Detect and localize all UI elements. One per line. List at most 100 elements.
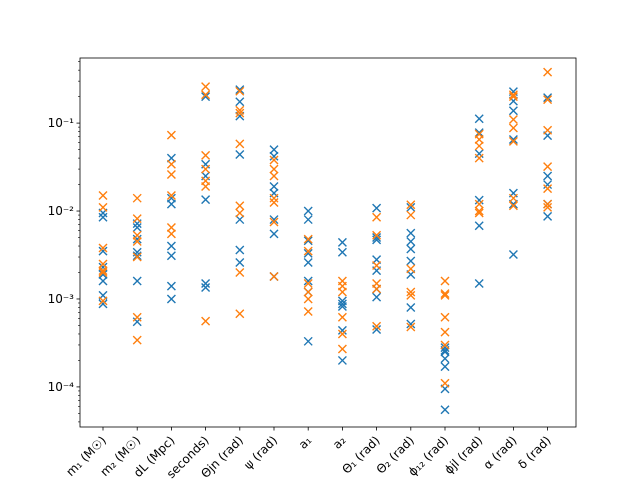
data-point bbox=[508, 136, 518, 146]
data-point bbox=[201, 283, 211, 293]
data-point bbox=[406, 202, 416, 212]
data-point bbox=[132, 234, 142, 244]
data-point bbox=[166, 281, 176, 291]
data-point bbox=[235, 268, 245, 277]
data-point bbox=[303, 336, 313, 346]
data-point bbox=[235, 149, 245, 159]
data-point bbox=[303, 276, 313, 286]
data-point bbox=[235, 245, 245, 255]
data-point bbox=[440, 362, 450, 372]
data-point bbox=[235, 309, 245, 319]
data-point bbox=[406, 302, 416, 312]
data-point bbox=[543, 180, 553, 190]
data-point bbox=[303, 257, 313, 267]
data-point bbox=[303, 234, 313, 244]
data-point bbox=[132, 312, 142, 322]
data-point bbox=[474, 153, 484, 163]
data-point bbox=[337, 344, 347, 354]
data-point bbox=[337, 329, 347, 339]
data-point bbox=[132, 193, 142, 203]
data-point bbox=[474, 128, 484, 138]
data-point bbox=[235, 108, 245, 118]
scatter-marks bbox=[98, 67, 553, 415]
data-point bbox=[98, 268, 108, 277]
data-point bbox=[406, 237, 416, 247]
data-point bbox=[406, 200, 416, 210]
data-point bbox=[543, 93, 553, 103]
data-point bbox=[372, 212, 382, 222]
data-point bbox=[303, 206, 313, 216]
data-point bbox=[269, 272, 279, 282]
data-point bbox=[201, 182, 211, 192]
data-point bbox=[269, 198, 279, 208]
data-point bbox=[337, 302, 347, 312]
data-point bbox=[474, 141, 484, 151]
data-point bbox=[440, 378, 450, 388]
data-point bbox=[372, 284, 382, 294]
data-point bbox=[201, 195, 211, 205]
data-point bbox=[440, 340, 450, 350]
data-point bbox=[543, 67, 553, 77]
data-point bbox=[98, 246, 108, 256]
data-point bbox=[372, 233, 382, 243]
data-point bbox=[235, 86, 245, 96]
data-point bbox=[372, 324, 382, 334]
data-point bbox=[372, 230, 382, 240]
data-point bbox=[269, 155, 279, 165]
data-point bbox=[406, 244, 416, 254]
data-point bbox=[337, 299, 347, 309]
data-point bbox=[201, 90, 211, 100]
data-point bbox=[406, 264, 416, 274]
data-point bbox=[337, 237, 347, 247]
data-point bbox=[508, 201, 518, 211]
data-point bbox=[166, 229, 176, 239]
data-point bbox=[474, 208, 484, 218]
data-point bbox=[474, 221, 484, 231]
data-point bbox=[98, 299, 108, 309]
plot-area-frame bbox=[79, 57, 577, 428]
y-tick-label: 10⁻² bbox=[48, 204, 75, 218]
data-point bbox=[201, 92, 211, 102]
data-point bbox=[201, 164, 211, 174]
data-point bbox=[372, 321, 382, 331]
data-point bbox=[508, 114, 518, 124]
data-point bbox=[440, 343, 450, 353]
data-point bbox=[543, 95, 553, 105]
data-point bbox=[303, 248, 313, 258]
data-point bbox=[337, 355, 347, 365]
data-point bbox=[235, 85, 245, 95]
data-point bbox=[543, 184, 553, 194]
data-point bbox=[303, 287, 313, 297]
data-point bbox=[132, 222, 142, 232]
data-point bbox=[166, 193, 176, 203]
data-point bbox=[440, 276, 450, 286]
y-tick-label: 10⁻³ bbox=[48, 292, 75, 306]
data-point bbox=[235, 139, 245, 149]
data-point bbox=[235, 105, 245, 115]
data-point bbox=[440, 327, 450, 337]
data-point bbox=[543, 211, 553, 221]
data-point bbox=[269, 182, 279, 192]
data-point bbox=[132, 252, 142, 262]
data-point bbox=[269, 145, 279, 155]
data-point bbox=[98, 296, 108, 306]
data-point bbox=[166, 170, 176, 180]
data-point bbox=[98, 276, 108, 286]
data-point bbox=[166, 294, 176, 304]
data-point bbox=[543, 199, 553, 209]
data-point bbox=[508, 193, 518, 203]
data-point bbox=[98, 243, 108, 253]
data-point bbox=[201, 278, 211, 288]
data-point bbox=[303, 215, 313, 225]
data-point bbox=[303, 246, 313, 256]
data-point bbox=[132, 276, 142, 286]
data-point bbox=[337, 247, 347, 257]
data-point bbox=[440, 354, 450, 364]
data-point bbox=[508, 123, 518, 133]
data-point bbox=[440, 312, 450, 322]
data-point bbox=[235, 201, 245, 211]
data-point bbox=[440, 289, 450, 299]
data-point bbox=[201, 82, 211, 92]
data-point bbox=[372, 261, 382, 271]
